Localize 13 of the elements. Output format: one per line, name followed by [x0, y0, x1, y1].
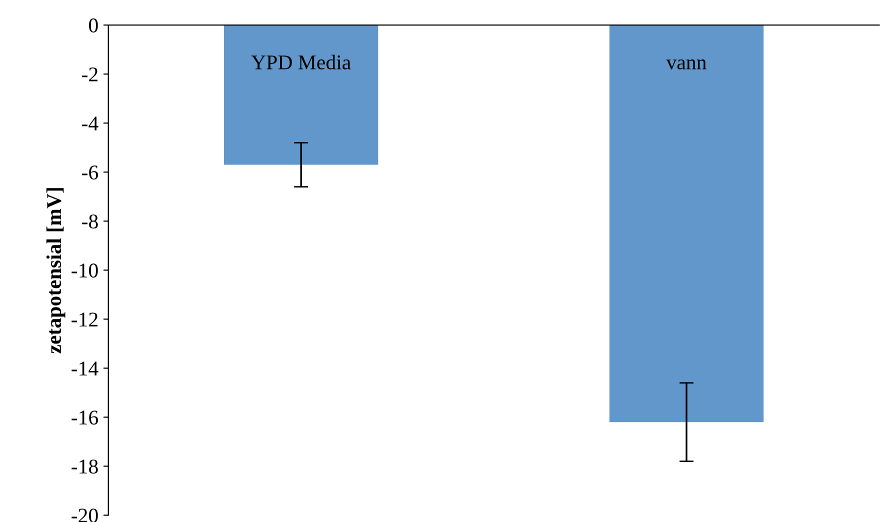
y-tick-label: -16	[72, 410, 98, 425]
y-tick-label: -18	[72, 460, 98, 474]
y-tick-label: -10	[72, 264, 98, 278]
y-tick-label: -2	[82, 68, 98, 82]
y-tick-label: -6	[82, 166, 98, 180]
y-axis-title: zetapotensial [mV]	[46, 188, 66, 354]
x-tick-label: YPD Media	[251, 54, 351, 70]
y-tick-label: -4	[82, 116, 98, 130]
y-tick-label: -12	[72, 312, 98, 326]
y-tick-label: -14	[72, 362, 98, 376]
y-tick-label: -8	[82, 214, 98, 229]
y-tick-label: 0	[89, 18, 98, 32]
x-tick-label: vann	[666, 59, 706, 70]
